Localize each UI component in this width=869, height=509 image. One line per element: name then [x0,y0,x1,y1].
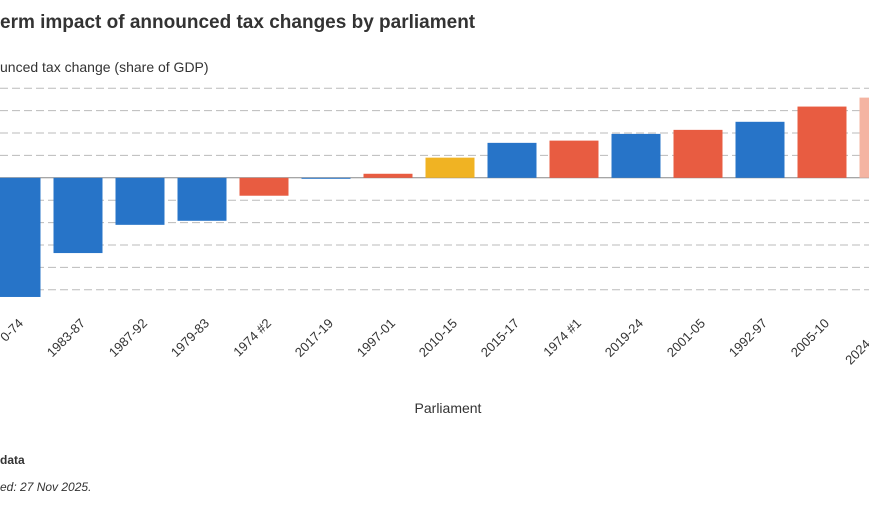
x-tick-label: 1974 #2 [230,316,274,360]
bar [612,134,661,178]
x-tick-label: 2024-pres [842,315,869,367]
x-axis-label: Parliament [415,400,482,416]
bar [674,130,723,178]
x-tick-label: 2005-10 [788,316,832,360]
bar [54,178,103,253]
bar [178,178,227,221]
bar [0,178,41,297]
bar [240,178,289,196]
x-tick-label: 2019-24 [602,316,646,360]
bar [736,122,785,178]
x-tick-label: 2010-15 [416,316,460,360]
x-tick-label: 1987-92 [106,316,150,360]
x-tick-label: 1983-87 [44,316,88,360]
x-tick-label: 0-74 [0,316,26,345]
x-tick-label: 1979-83 [168,316,212,360]
x-tick-label: 2001-05 [664,316,708,360]
bar [364,174,413,178]
x-tick-label: 2017-19 [292,316,336,360]
bar [488,143,537,178]
y-axis-label: unced tax change (share of GDP) [0,59,209,75]
x-tick-label: 1974 #1 [540,316,584,360]
source: data [0,453,25,467]
x-tick-label: 1992-97 [726,316,770,360]
chart-title: erm impact of announced tax changes by p… [0,12,476,33]
x-tick-label: 2015-17 [478,316,522,360]
bar [116,178,165,225]
bar [426,158,475,178]
note: ed: 27 Nov 2025. [0,480,91,494]
bar [302,178,351,179]
bar [550,141,599,178]
x-tick-label: 1997-01 [354,316,398,360]
bar [798,107,847,178]
bar [860,98,869,178]
